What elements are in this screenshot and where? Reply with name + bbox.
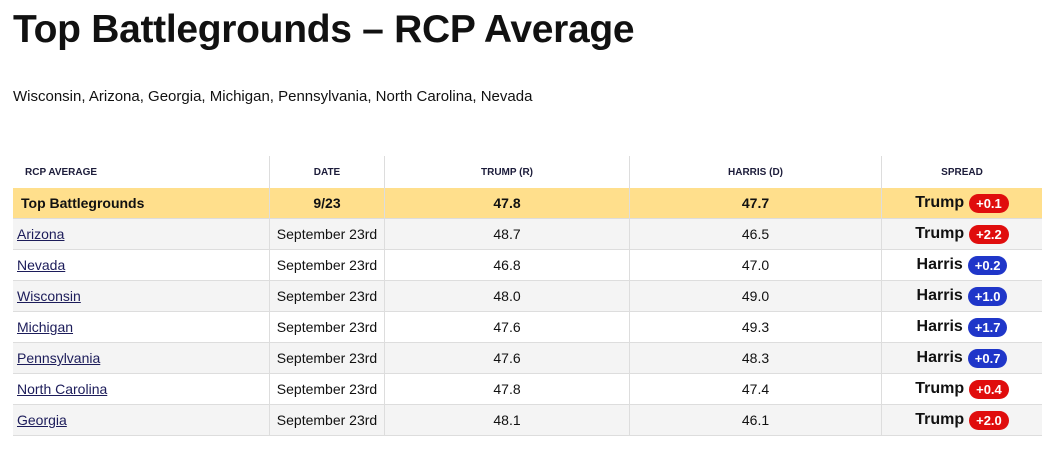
cell: North Carolina: [13, 374, 270, 404]
date-cell: September 23rd: [270, 281, 385, 311]
spread-badge: +1.0: [967, 286, 1008, 306]
state-link[interactable]: Nevada: [17, 257, 66, 273]
polls-table: RCP AVERAGE DATE TRUMP (R) HARRIS (D) SPREAD…: [13, 156, 1042, 436]
harris-cell: 46.5: [630, 219, 882, 249]
state-link[interactable]: Georgia: [17, 412, 67, 428]
state-link[interactable]: North Carolina: [17, 381, 108, 397]
trump-cell: 48.1: [385, 405, 630, 435]
trump-cell: 47.6: [385, 312, 630, 342]
row-name: Top Battlegrounds: [21, 195, 145, 211]
cell: Nevada: [13, 250, 270, 280]
subtitle: Wisconsin, Arizona, Georgia, Michigan, P…: [13, 88, 533, 105]
column-header: RCP AVERAGE: [13, 156, 270, 188]
spread-badge: +1.7: [967, 317, 1008, 337]
harris-cell: 49.3: [630, 312, 882, 342]
table-row: Nevada September 23rd 46.8 47.0 Harris +0.2: [13, 250, 1042, 281]
spread-cell: Trump +2.0: [882, 405, 1042, 435]
spread-badge: +2.2: [969, 224, 1009, 244]
cell: Wisconsin: [13, 281, 270, 311]
harris-cell: 47.4: [630, 374, 882, 404]
cell: Michigan: [13, 312, 270, 342]
spread-cell: Harris +0.2: [882, 250, 1042, 280]
table-row: Arizona September 23rd 48.7 46.5 Trump +2.2: [13, 219, 1042, 250]
column-header: DATE: [270, 156, 385, 188]
date-cell: September 23rd: [270, 219, 385, 249]
cell: Georgia: [13, 405, 270, 435]
trump-cell: 48.0: [385, 281, 630, 311]
spread-leader: Harris: [916, 318, 963, 335]
trump-cell: 47.8: [385, 374, 630, 404]
spread-leader: Trump: [915, 380, 965, 397]
spread-cell: Harris +1.0: [882, 281, 1042, 311]
spread-leader: Harris: [916, 287, 963, 304]
spread-cell: Harris +1.7: [882, 312, 1042, 342]
table-row: Top Battlegrounds 9/23 47.8 47.7 Trump +0.1: [13, 188, 1042, 219]
date-cell: September 23rd: [270, 250, 385, 280]
trump-cell: 46.8: [385, 250, 630, 280]
table-row: Georgia September 23rd 48.1 46.1 Trump +2.0: [13, 405, 1042, 436]
date-cell: September 23rd: [270, 405, 385, 435]
harris-cell: 47.7: [630, 188, 882, 218]
state-link[interactable]: Michigan: [17, 319, 74, 335]
date-cell: September 23rd: [270, 374, 385, 404]
trump-cell: 48.7: [385, 219, 630, 249]
spread-badge: +0.4: [969, 379, 1009, 399]
spread-cell: Trump +2.2: [882, 219, 1042, 249]
trump-cell: 47.6: [385, 343, 630, 373]
table-row: Michigan September 23rd 47.6 49.3 Harris +1.7: [13, 312, 1042, 343]
spread-badge: +0.7: [967, 348, 1008, 368]
column-header: HARRIS (D): [630, 156, 882, 188]
harris-cell: 49.0: [630, 281, 882, 311]
harris-cell: 46.1: [630, 405, 882, 435]
spread-leader: Harris: [916, 349, 963, 366]
header-row: RCP AVERAGE DATE TRUMP (R) HARRIS (D) SPREAD: [13, 156, 1042, 188]
table-row: Wisconsin September 23rd 48.0 49.0 Harris +1.…: [13, 281, 1042, 312]
date-cell: September 23rd: [270, 312, 385, 342]
page-title: Top Battlegrounds – RCP Average: [13, 8, 635, 51]
spread-leader: Harris: [916, 256, 963, 273]
cell: Arizona: [13, 219, 270, 249]
spread-badge: +0.2: [967, 255, 1008, 275]
cell: Top Battlegrounds: [13, 188, 270, 218]
state-link[interactable]: Pennsylvania: [17, 350, 101, 366]
spread-cell: Trump +0.4: [882, 374, 1042, 404]
state-link[interactable]: Arizona: [17, 226, 65, 242]
spread-leader: Trump: [915, 411, 965, 428]
spread-badge: +2.0: [969, 410, 1009, 430]
column-header: TRUMP (R): [385, 156, 630, 188]
harris-cell: 48.3: [630, 343, 882, 373]
table-row: North Carolina September 23rd 47.8 47.4 Trum…: [13, 374, 1042, 405]
harris-cell: 47.0: [630, 250, 882, 280]
spread-cell: Harris +0.7: [882, 343, 1042, 373]
column-header: SPREAD: [941, 166, 983, 178]
cell: Pennsylvania: [13, 343, 270, 373]
spread-badge: +0.1: [969, 193, 1009, 213]
spread-leader: Trump: [915, 225, 965, 242]
spread-cell: Trump +0.1: [882, 188, 1042, 218]
spread-leader: Trump: [915, 194, 965, 211]
date-cell: 9/23: [270, 188, 385, 218]
date-cell: September 23rd: [270, 343, 385, 373]
state-link[interactable]: Wisconsin: [17, 288, 81, 304]
table-row: Pennsylvania September 23rd 47.6 48.3 Harris…: [13, 343, 1042, 374]
trump-cell: 47.8: [385, 188, 630, 218]
